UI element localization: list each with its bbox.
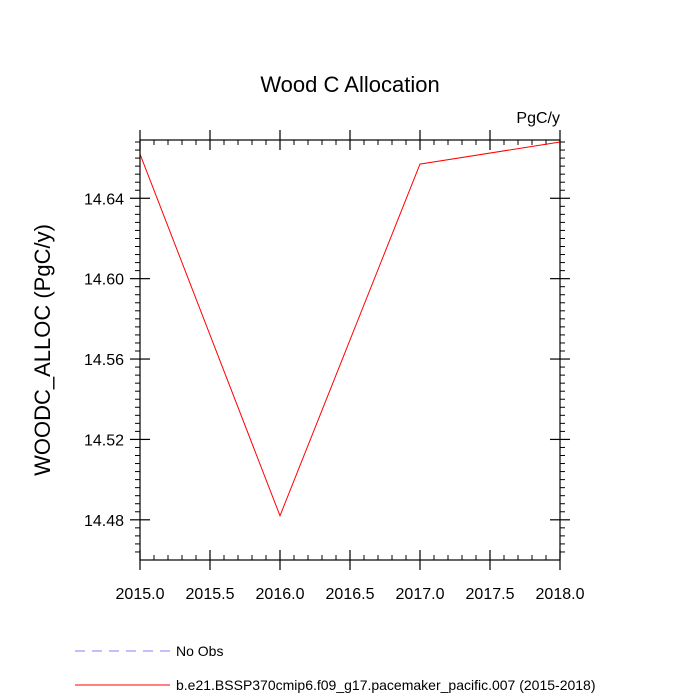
x-tick-label: 2016.0 <box>256 586 305 603</box>
chart-title: Wood C Allocation <box>260 72 439 97</box>
y-tick-label: 14.48 <box>84 513 124 530</box>
x-tick-label: 2018.0 <box>536 586 585 603</box>
y-axis-label: WOODC_ALLOC (PgC/y) <box>30 224 55 476</box>
y-axis-ticks: 14.48 14.52 14.56 14.60 14.64 <box>84 141 570 553</box>
units-label: PgC/y <box>516 110 560 127</box>
series-line-1 <box>139 141 561 518</box>
legend-label-model: b.e21.BSSP370cmip6.f09_g17.pacemaker_pac… <box>176 677 596 693</box>
legend: No Obs b.e21.BSSP370cmip6.f09_g17.pacema… <box>75 643 596 693</box>
plot-frame <box>139 139 561 561</box>
x-axis-ticks: 2015.0 2015.5 2016.0 2016.5 2017.0 2017.5 2018… <box>116 130 585 603</box>
series-layer <box>139 141 561 518</box>
x-tick-label: 2017.0 <box>396 586 445 603</box>
x-tick-label: 2015.5 <box>186 586 235 603</box>
x-tick-label: 2015.0 <box>116 586 165 603</box>
y-tick-label: 14.56 <box>84 352 124 369</box>
legend-label-no-obs: No Obs <box>176 643 223 659</box>
y-tick-label: 14.60 <box>84 272 124 289</box>
x-tick-label: 2017.5 <box>466 586 515 603</box>
y-tick-label: 14.52 <box>84 432 124 449</box>
x-tick-label: 2016.5 <box>326 586 375 603</box>
y-tick-label: 14.64 <box>84 191 124 208</box>
